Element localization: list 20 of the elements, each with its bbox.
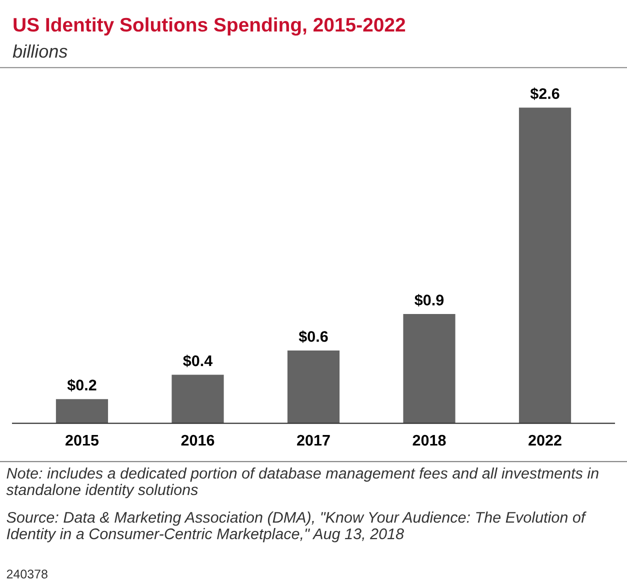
bar [518,108,572,424]
x-tick-label: 2022 [528,434,562,446]
chart-title: US Identity Solutions Spending, 2015-2022 [14,17,406,36]
data-label: $0.4 [183,354,213,368]
data-label: $0.9 [414,294,444,306]
data-label: $2.6 [530,88,560,100]
x-tick-label: 2018 [412,434,446,446]
bar [172,374,224,424]
bar [287,350,340,424]
data-label: $0.6 [298,330,328,343]
text: 240378 [6,570,48,578]
x-tick-label: 2017 [297,434,330,446]
chart-subtitle: billions [12,44,68,58]
x-tick-label: 2015 [66,434,99,446]
x-tick-label: 2016 [181,434,214,446]
data-label: $0.2 [67,379,96,392]
source-note: Source: Data & Marketing Association (DMA), "Know Your Audience: The Evolution of Identity in a Consumer-Centric Marketplace," Aug 13, 2018 [6,512,586,542]
bar [56,399,108,424]
text: Note: includes a dedicated portion of database management fees and all investments in standalone identity solutions [6,467,598,498]
bar [403,314,456,424]
